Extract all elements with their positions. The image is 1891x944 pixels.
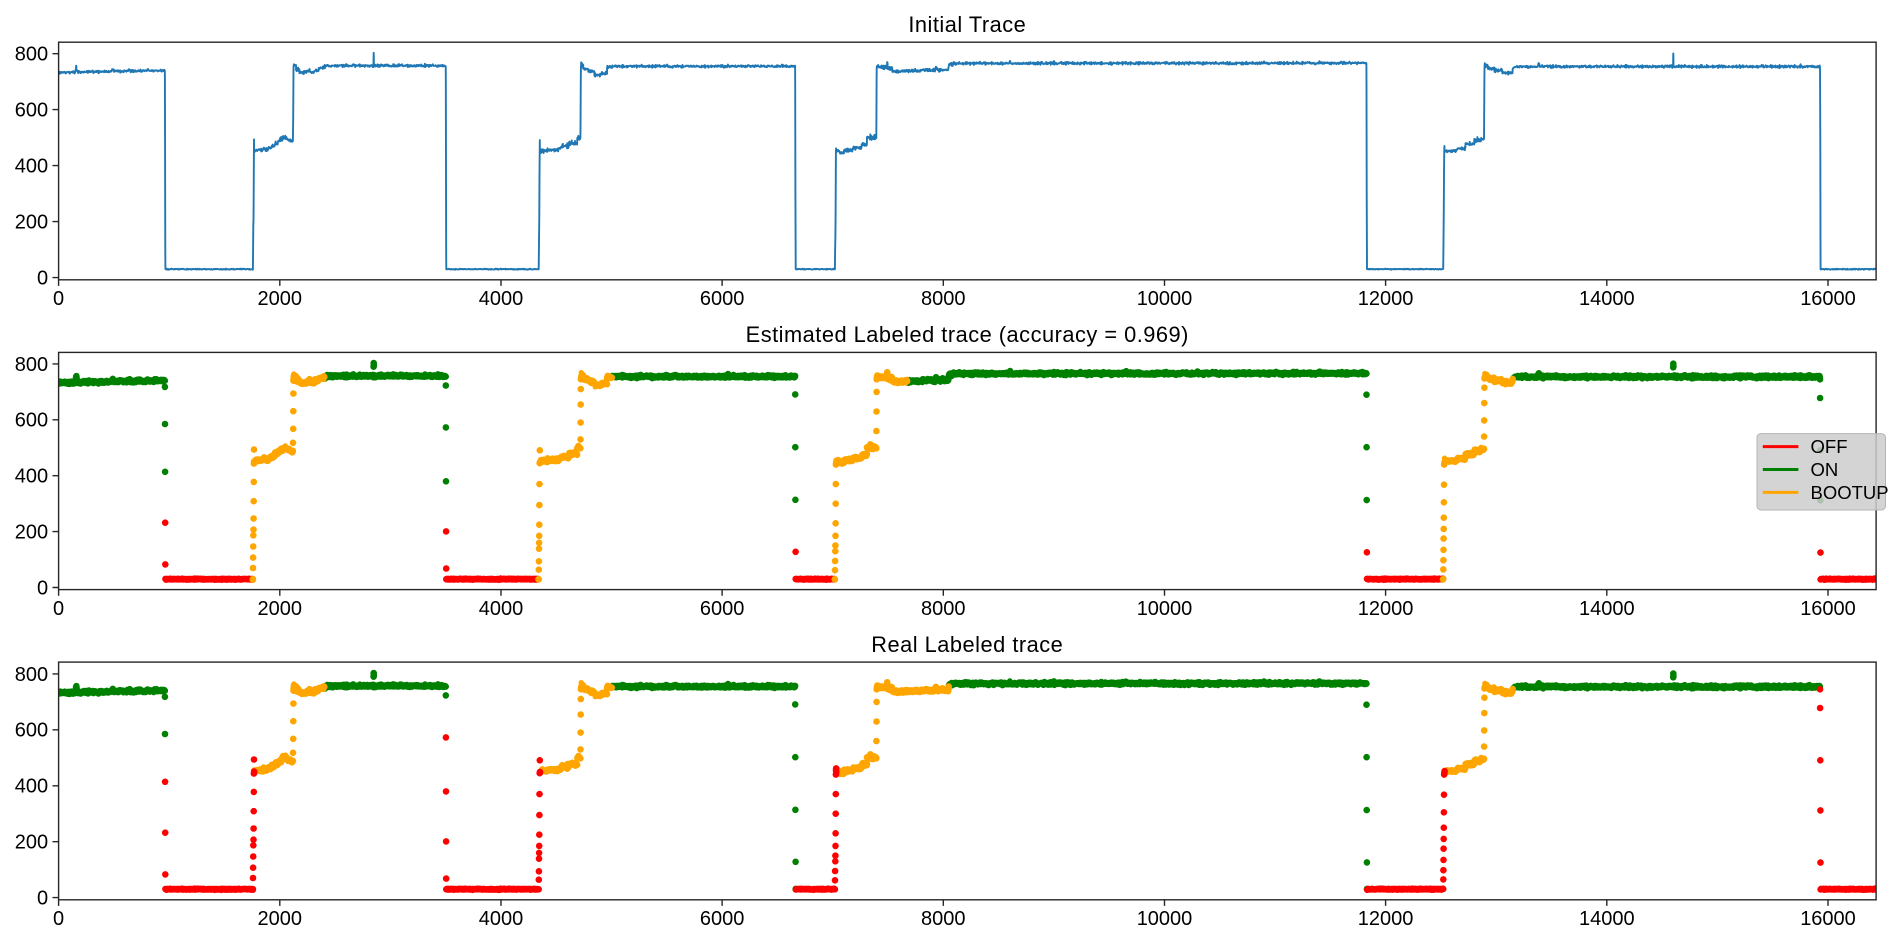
svg-text:ON: ON bbox=[1811, 459, 1839, 480]
svg-text:400: 400 bbox=[15, 466, 48, 488]
svg-text:2000: 2000 bbox=[258, 908, 303, 930]
svg-text:Real Labeled trace: Real Labeled trace bbox=[871, 632, 1063, 657]
svg-text:10000: 10000 bbox=[1137, 598, 1193, 620]
svg-text:12000: 12000 bbox=[1358, 908, 1414, 930]
svg-text:8000: 8000 bbox=[921, 288, 966, 310]
svg-text:8000: 8000 bbox=[921, 908, 966, 930]
svg-text:600: 600 bbox=[15, 100, 48, 122]
svg-text:16000: 16000 bbox=[1800, 908, 1856, 930]
svg-text:6000: 6000 bbox=[700, 288, 745, 310]
svg-text:200: 200 bbox=[15, 212, 48, 234]
svg-text:0: 0 bbox=[53, 908, 64, 930]
svg-text:10000: 10000 bbox=[1137, 288, 1193, 310]
svg-text:800: 800 bbox=[15, 44, 48, 66]
svg-text:0: 0 bbox=[53, 598, 64, 620]
svg-text:0: 0 bbox=[37, 268, 48, 290]
svg-text:14000: 14000 bbox=[1579, 288, 1635, 310]
svg-text:12000: 12000 bbox=[1358, 598, 1414, 620]
svg-text:800: 800 bbox=[15, 664, 48, 686]
svg-text:0: 0 bbox=[37, 577, 48, 599]
svg-text:6000: 6000 bbox=[700, 598, 745, 620]
svg-text:OFF: OFF bbox=[1811, 436, 1848, 457]
svg-text:16000: 16000 bbox=[1800, 288, 1856, 310]
svg-text:14000: 14000 bbox=[1579, 598, 1635, 620]
svg-text:200: 200 bbox=[15, 832, 48, 854]
svg-text:4000: 4000 bbox=[479, 598, 524, 620]
svg-text:4000: 4000 bbox=[479, 908, 524, 930]
svg-text:16000: 16000 bbox=[1800, 598, 1856, 620]
svg-text:4000: 4000 bbox=[479, 288, 524, 310]
svg-text:400: 400 bbox=[15, 156, 48, 178]
svg-text:2000: 2000 bbox=[258, 598, 303, 620]
svg-text:BOOTUP: BOOTUP bbox=[1811, 482, 1889, 503]
svg-text:2000: 2000 bbox=[258, 288, 303, 310]
svg-text:800: 800 bbox=[15, 354, 48, 376]
svg-text:0: 0 bbox=[37, 888, 48, 910]
svg-text:6000: 6000 bbox=[700, 908, 745, 930]
svg-text:12000: 12000 bbox=[1358, 288, 1414, 310]
svg-text:600: 600 bbox=[15, 720, 48, 742]
svg-text:Estimated Labeled trace (accur: Estimated Labeled trace (accuracy = 0.96… bbox=[746, 322, 1189, 347]
svg-text:8000: 8000 bbox=[921, 598, 966, 620]
svg-text:600: 600 bbox=[15, 410, 48, 432]
svg-text:0: 0 bbox=[53, 288, 64, 310]
svg-text:14000: 14000 bbox=[1579, 908, 1635, 930]
svg-text:10000: 10000 bbox=[1137, 908, 1193, 930]
svg-text:400: 400 bbox=[15, 776, 48, 798]
svg-text:Initial Trace: Initial Trace bbox=[908, 12, 1026, 37]
svg-text:200: 200 bbox=[15, 522, 48, 544]
